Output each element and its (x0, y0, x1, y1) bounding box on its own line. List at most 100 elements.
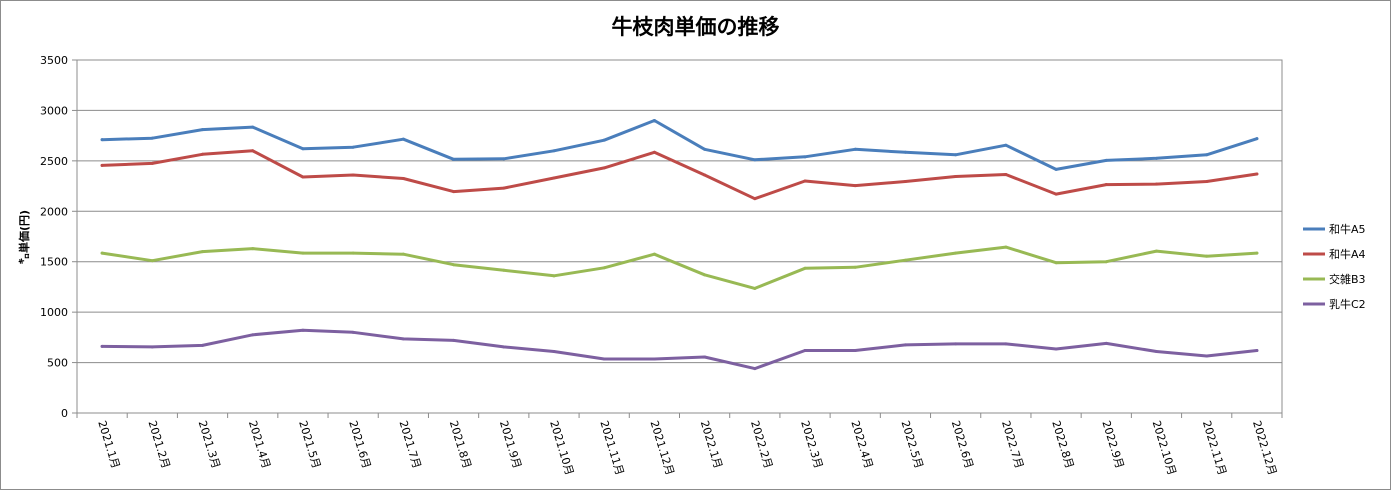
x-tick-label-6: 2021.7月 (396, 419, 423, 470)
series-1-point-12 (703, 173, 707, 177)
series-0-point-5 (351, 145, 355, 149)
series-2-point-10 (602, 266, 606, 270)
x-tick-label-3: 2021.4月 (246, 419, 273, 470)
series-1-point-2 (201, 152, 205, 156)
series-0-point-17 (954, 153, 958, 157)
y-tick-label-1000: 1000 (40, 306, 68, 319)
x-tick-label-20: 2022.9月 (1099, 419, 1126, 470)
y-tick-label-1500: 1500 (40, 256, 68, 269)
series-1-point-20 (1104, 183, 1108, 187)
series-0-point-21 (1154, 156, 1158, 160)
series-1-point-9 (552, 176, 556, 180)
series-2-point-7 (452, 263, 456, 267)
legend-label-2: 交雑B3 (1329, 272, 1366, 286)
series-0-point-8 (502, 157, 506, 161)
series-0-point-2 (201, 128, 205, 132)
series-1-point-18 (1004, 172, 1008, 176)
series-1-point-5 (351, 173, 355, 177)
x-tick-label-11: 2021.12月 (648, 419, 677, 477)
x-tick-label-9: 2021.10月 (547, 419, 576, 477)
x-tick-label-12: 2022.1月 (698, 419, 725, 470)
series-2-point-12 (703, 273, 707, 277)
series-0-point-13 (753, 158, 757, 162)
series-1-point-11 (652, 150, 656, 154)
series-2-point-1 (150, 259, 154, 263)
series-line-0 (100, 119, 1259, 171)
series-1-point-4 (301, 175, 305, 179)
legend-label-1: 和牛A4 (1329, 247, 1366, 261)
series-3-point-22 (1205, 354, 1209, 358)
series-3-point-12 (703, 355, 707, 359)
series-0-point-18 (1004, 143, 1008, 147)
series-3-point-15 (853, 348, 857, 352)
series-1-point-15 (853, 184, 857, 188)
y-tick-label-2000: 2000 (40, 205, 68, 218)
x-tick-label-0: 2021.1月 (95, 419, 122, 470)
x-tick-label-1: 2021.2月 (145, 419, 172, 470)
series-2-point-8 (502, 268, 506, 272)
y-tick-label-2500: 2500 (40, 155, 68, 168)
series-2-point-19 (1054, 261, 1058, 265)
series-3-point-13 (753, 367, 757, 371)
series-1-point-10 (602, 166, 606, 170)
x-tick-label-23: 2022.12月 (1250, 419, 1279, 477)
series-2-point-16 (903, 258, 907, 262)
series-3-point-10 (602, 357, 606, 361)
series-0-point-15 (853, 147, 857, 151)
series-1-point-19 (1054, 192, 1058, 196)
x-tick-label-15: 2022.4月 (848, 419, 875, 470)
y-tick-label-0: 0 (61, 407, 68, 420)
x-tick-label-19: 2022.8月 (1049, 419, 1076, 470)
series-2-point-11 (652, 252, 656, 256)
series-0-point-10 (602, 138, 606, 142)
y-axis-label: ㌔単価(円) (17, 210, 31, 264)
series-3-point-16 (903, 343, 907, 347)
series-0-point-12 (703, 147, 707, 151)
series-3-point-6 (401, 337, 405, 341)
x-tick-label-8: 2021.9月 (497, 419, 524, 470)
series-line-2 (100, 245, 1259, 290)
series-2-point-18 (1004, 245, 1008, 249)
y-tick-label-3000: 3000 (40, 104, 68, 117)
series-0-point-6 (401, 137, 405, 141)
legend-label-0: 和牛A5 (1329, 222, 1366, 236)
series-0-point-3 (251, 125, 255, 129)
x-tick-label-14: 2022.3月 (798, 419, 825, 470)
series-1-point-14 (803, 179, 807, 183)
series-1-point-3 (251, 149, 255, 153)
series-2-point-0 (100, 251, 104, 255)
series-3-point-14 (803, 348, 807, 352)
series-3-point-5 (351, 330, 355, 334)
series-1-point-17 (954, 174, 958, 178)
y-tick-label-3500: 3500 (40, 54, 68, 67)
x-tick-label-7: 2021.8月 (447, 419, 474, 470)
series-3-point-17 (954, 342, 958, 346)
series-1-point-21 (1154, 182, 1158, 186)
series-1-point-7 (452, 190, 456, 194)
series-2-point-14 (803, 266, 807, 270)
series-3-point-2 (201, 343, 205, 347)
series-3-point-23 (1255, 348, 1259, 352)
series-0-point-0 (100, 138, 104, 142)
series-0-point-14 (803, 155, 807, 159)
series-3-point-8 (502, 345, 506, 349)
series-2-point-21 (1154, 249, 1158, 253)
series-2-point-23 (1255, 251, 1259, 255)
x-tick-label-5: 2021.6月 (346, 419, 373, 470)
series-0-point-7 (452, 157, 456, 161)
legend-label-3: 乳牛C2 (1329, 297, 1366, 311)
series-1-point-13 (753, 197, 757, 201)
series-2-point-22 (1205, 254, 1209, 258)
series-0-point-22 (1205, 153, 1209, 157)
x-tick-label-18: 2022.7月 (999, 419, 1026, 470)
series-3-point-0 (100, 344, 104, 348)
series-1-point-16 (903, 180, 907, 184)
series-3-point-18 (1004, 342, 1008, 346)
series-3-point-7 (452, 338, 456, 342)
x-tick-label-4: 2021.5月 (296, 419, 323, 470)
series-3-point-3 (251, 333, 255, 337)
x-tick-label-10: 2021.11月 (597, 419, 626, 477)
series-2-point-17 (954, 251, 958, 255)
x-tick-label-17: 2022.6月 (949, 419, 976, 470)
